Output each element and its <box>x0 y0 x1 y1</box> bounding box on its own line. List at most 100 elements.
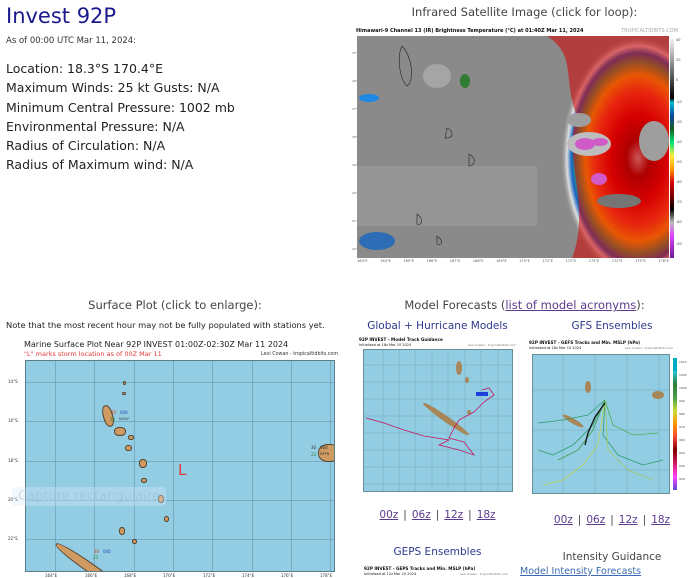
y-tick: 20°S <box>8 497 18 502</box>
x-tick: 166°E <box>426 259 438 263</box>
detail-min-pressure: Minimum Central Pressure: 1002 mb <box>6 99 235 115</box>
detail-radius-max-wind: Radius of Maximum wind: N/A <box>6 157 194 173</box>
thumb-title: 92P INVEST - Model Track Guidance <box>359 337 443 342</box>
station-label-dew: 23 <box>93 555 99 560</box>
model-acronyms-link[interactable]: list of model acronyms <box>505 298 637 312</box>
station-label-pressure: 060 <box>320 445 328 450</box>
x-tick: 164°E <box>45 573 58 578</box>
global-run-00z[interactable]: 00z <box>379 509 399 521</box>
storm-location-marker: L <box>178 461 187 479</box>
cb-tick: -70 <box>676 200 682 204</box>
station-label-temp: 30 <box>311 445 317 450</box>
surface-note: Note that the most recent hour may not b… <box>6 320 325 330</box>
satellite-ir-image <box>357 36 669 258</box>
y-tick: 16°S <box>352 79 360 83</box>
station-label-dew: 23 <box>110 417 116 422</box>
x-tick: 174°E <box>611 259 623 263</box>
y-tick: 15°S <box>352 51 360 55</box>
y-tick: 17°S <box>352 107 360 111</box>
cb-tick: 980 <box>679 412 685 416</box>
gfs-run-18z[interactable]: 18z <box>651 514 671 526</box>
global-run-06z[interactable]: 06z <box>411 509 431 521</box>
surface-plot-subtitle: "L" marks storm location as of 00Z Mar 1… <box>24 350 162 358</box>
station-label-pressure: 040 <box>120 410 128 415</box>
island <box>141 478 147 483</box>
cb-tick: 930 <box>679 477 685 481</box>
cb-tick: 960 <box>679 438 685 442</box>
cb-tick: 20 <box>676 58 681 62</box>
cb-tick: 0 <box>676 78 679 82</box>
satellite-image-header: Himawari-9 Channel 13 (IR) Brightness Te… <box>352 27 682 35</box>
island <box>100 404 116 428</box>
cb-tick: 1010 <box>679 360 687 364</box>
gfs-ensembles-title: GFS Ensembles <box>571 320 653 332</box>
detail-location: Location: 18.3°S 170.4°E <box>6 61 163 76</box>
thumb-subtitle: Initialized at 12z Mar 10 2024 <box>364 572 417 576</box>
cb-tick: -20 <box>676 100 682 104</box>
ensemble-colorbar <box>673 358 677 490</box>
as-of-timestamp: As of 00:00 UTC Mar 11, 2024: <box>6 36 137 46</box>
cb-tick: 950 <box>679 451 685 455</box>
thumb-subtitle: Initialized at 18z Mar 10 2024 <box>359 343 412 347</box>
cb-tick: -40 <box>676 140 682 144</box>
geps-ensembles-thumbnail[interactable]: 92P INVEST - GEPS Tracks and Min. MSLP (… <box>362 566 512 578</box>
y-tick: 18°S <box>352 135 360 139</box>
intensity-guidance-title: Intensity Guidance <box>562 551 662 563</box>
island <box>122 392 126 395</box>
model-forecasts-suffix: ): <box>636 298 645 312</box>
thumb-subtitle: Initialized at 18z Mar 10 2024 <box>529 346 582 350</box>
storm-details: Location: 18.3°S 170.4°E Maximum Winds: … <box>6 59 235 175</box>
global-run-18z[interactable]: 18z <box>476 509 496 521</box>
cb-tick: -80 <box>676 220 682 224</box>
x-tick: 165°E <box>403 259 414 263</box>
y-tick: 22°S <box>8 536 18 541</box>
island <box>114 427 126 436</box>
gfs-run-06z[interactable]: 06z <box>586 514 606 526</box>
thumb-credit: Levi Cowan - tropicaltidbits.com <box>624 346 673 350</box>
cb-tick: 40 <box>676 38 681 42</box>
x-tick: 175°E <box>635 259 646 263</box>
x-tick: 176°E <box>281 573 294 578</box>
model-forecasts-title: Model Forecasts (list of model acronyms)… <box>350 298 699 312</box>
surface-plot-link[interactable]: Marine Surface Plot Near 92P INVEST 01:0… <box>22 340 338 578</box>
global-runs: 00z | 06z | 12z | 18z <box>379 509 496 521</box>
island <box>123 381 126 385</box>
global-run-12z[interactable]: 12z <box>444 509 464 521</box>
satellite-colorbar <box>670 36 674 258</box>
x-tick: 169°E <box>496 259 507 263</box>
satellite-image-title: Himawari-9 Channel 13 (IR) Brightness Te… <box>356 28 584 34</box>
detail-radius-circulation: Radius of Circulation: N/A <box>6 138 166 154</box>
x-tick: 173°E <box>588 259 600 263</box>
detail-max-winds: Maximum Winds: 25 kt Gusts: N/A <box>6 80 220 96</box>
cb-tick: 990 <box>679 399 685 403</box>
gfs-run-00z[interactable]: 00z <box>553 514 573 526</box>
screen-capture-overlay: Capture rectangulaire <box>12 487 167 506</box>
cb-tick: -90 <box>676 242 682 246</box>
gfs-run-12z[interactable]: 12z <box>618 514 638 526</box>
cb-tick: 1000 <box>679 386 687 390</box>
surface-plot-credit: Levi Cowan - tropicaltidbits.com <box>261 352 338 357</box>
island <box>164 516 169 522</box>
y-tick: 21°S <box>352 219 360 223</box>
global-models-title: Global + Hurricane Models <box>367 320 508 332</box>
x-tick: 168°E <box>472 259 484 263</box>
global-models-thumbnail[interactable]: 92P INVEST - Model Track Guidance Initia… <box>357 337 520 500</box>
geps-ensembles-title: GEPS Ensembles <box>393 546 482 558</box>
island-fiji <box>318 444 334 462</box>
model-intensity-forecasts-link[interactable]: Model Intensity Forecasts <box>520 566 642 577</box>
x-tick: 170°E <box>163 573 176 578</box>
station-label-pressure: 040 <box>103 549 111 554</box>
station-label-dew: 23 <box>311 452 317 457</box>
x-tick: 167°E <box>449 259 461 263</box>
x-tick: 174°E <box>242 573 255 578</box>
satellite-image-link[interactable]: Himawari-9 Channel 13 (IR) Brightness Te… <box>352 27 682 263</box>
x-tick: 168°E <box>124 573 137 578</box>
surface-section-title: Surface Plot (click to enlarge): <box>88 298 262 312</box>
y-tick: 20°S <box>352 191 360 195</box>
island <box>132 539 137 544</box>
cb-tick: 940 <box>679 464 685 468</box>
island <box>119 527 125 535</box>
detail-env-pressure: Environmental Pressure: N/A <box>6 118 185 134</box>
model-forecasts-prefix: Model Forecasts ( <box>404 298 506 312</box>
gfs-ensembles-thumbnail[interactable]: 92P INVEST - GEFS Tracks and Min. MSLP (… <box>527 340 697 500</box>
